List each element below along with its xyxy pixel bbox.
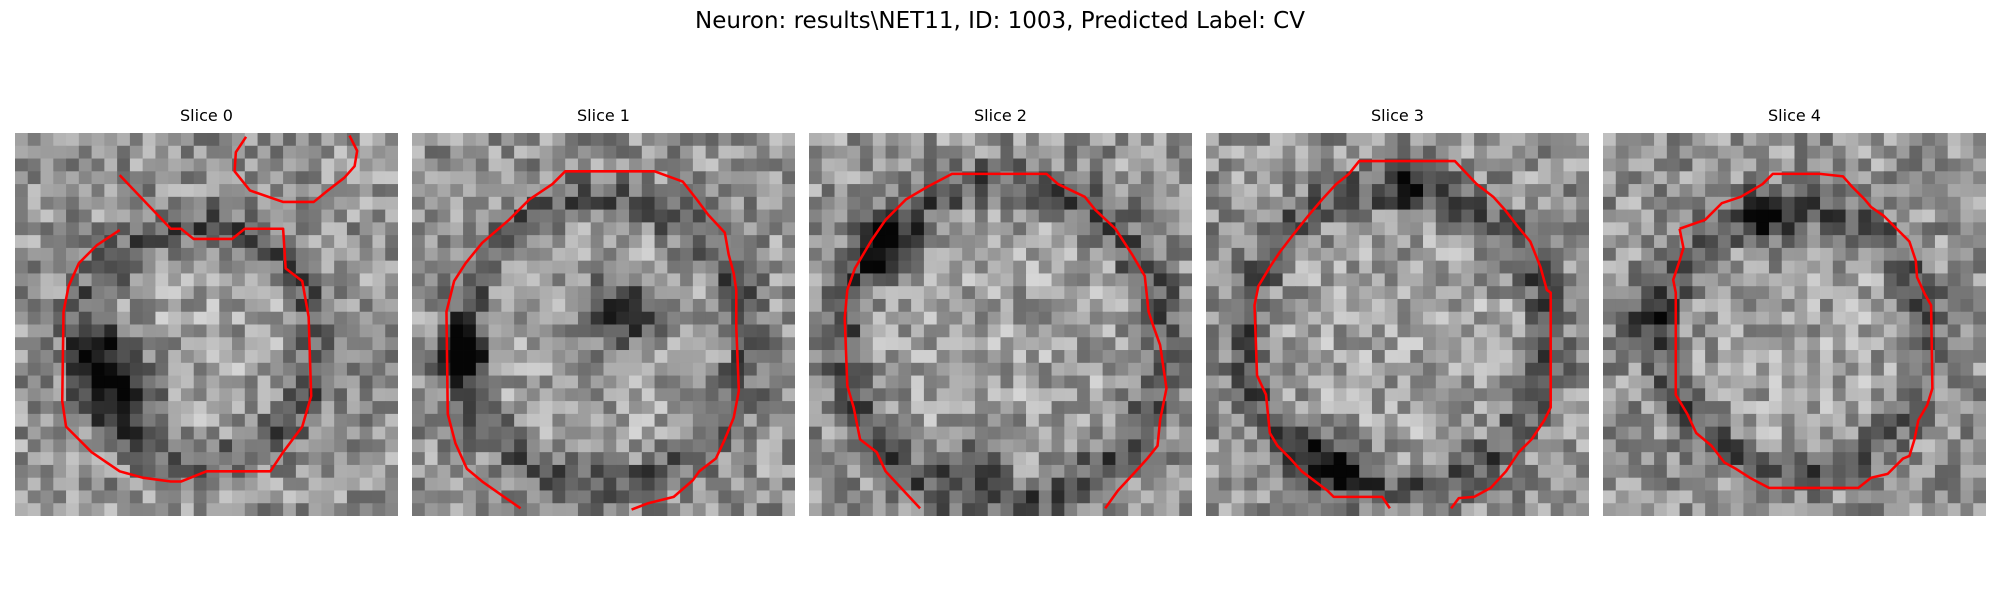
slice-title-1: Slice 1 bbox=[577, 106, 630, 125]
contour-line-4-0 bbox=[1671, 172, 1934, 490]
contour-line-1-0 bbox=[445, 170, 741, 511]
slice-image-1 bbox=[412, 133, 795, 516]
slice-title-4: Slice 4 bbox=[1768, 106, 1821, 125]
slice-panel-4: Slice 4 bbox=[1603, 106, 1986, 516]
slice-title-3: Slice 3 bbox=[1371, 106, 1424, 125]
slice-panel-1: Slice 1 bbox=[412, 106, 795, 516]
contour-line-0-0 bbox=[60, 174, 313, 483]
slice-panel-2: Slice 2 bbox=[809, 106, 1192, 516]
slice-panel-0: Slice 0 bbox=[15, 106, 398, 516]
contour-line-2-0 bbox=[843, 172, 1168, 510]
slice-title-2: Slice 2 bbox=[974, 106, 1027, 125]
slice-panel-3: Slice 3 bbox=[1206, 106, 1589, 516]
slice-image-0 bbox=[15, 133, 398, 516]
slice-image-3 bbox=[1206, 133, 1589, 516]
figure-title: Neuron: results\NET11, ID: 1003, Predict… bbox=[695, 8, 1305, 34]
slice-image-2 bbox=[809, 133, 1192, 516]
contour-line-3-0 bbox=[1253, 159, 1552, 510]
slice-image-4 bbox=[1603, 133, 1986, 516]
slice-title-0: Slice 0 bbox=[180, 106, 233, 125]
contour-line-0-1 bbox=[233, 134, 359, 204]
